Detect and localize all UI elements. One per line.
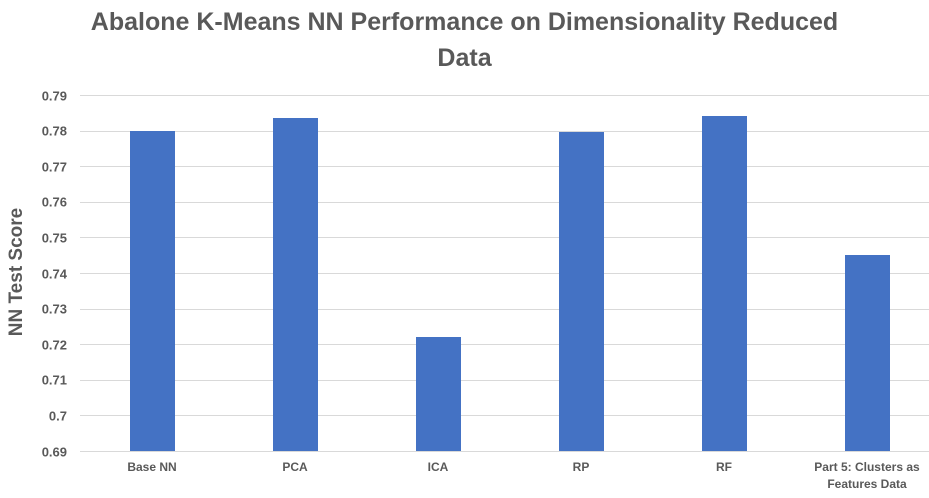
bar-part-5-clusters-as-features-data (844, 255, 890, 451)
x-category-label: PCA (282, 460, 308, 474)
bar-ica (415, 337, 461, 451)
gridline (80, 166, 929, 168)
y-tick-label: 0.73 (41, 301, 67, 317)
x-category-label: Part 5: Clusters as Features Data (814, 460, 920, 492)
gridline (80, 379, 929, 381)
gridline (80, 415, 929, 417)
gridline (80, 130, 929, 132)
y-tick-label: 0.69 (41, 444, 67, 459)
bar-rf (701, 116, 747, 451)
y-tick-label: 0.74 (41, 266, 67, 281)
gridline (80, 273, 929, 274)
bar-rp (558, 132, 604, 451)
y-tick-label: 0.76 (41, 194, 67, 210)
gridline (80, 344, 929, 346)
x-category-label: RP (572, 460, 590, 474)
y-tick-label: 0.78 (41, 123, 67, 139)
x-axis-line (80, 451, 929, 452)
chart-title: Abalone K-Means NN Performance on Dimens… (90, 8, 839, 72)
bar-pca (272, 118, 318, 451)
gridline (80, 308, 929, 310)
y-tick-label: 0.77 (41, 159, 67, 175)
bar-base-nn (129, 130, 175, 451)
gridline (80, 95, 929, 96)
x-category-label: Base NN (127, 460, 177, 474)
y-tick-label: 0.7 (48, 408, 67, 424)
y-tick-label: 0.75 (41, 230, 67, 246)
y-tick-label: 0.71 (41, 372, 67, 388)
x-category-label: ICA (427, 460, 449, 474)
gridline (80, 237, 929, 239)
y-tick-label: 0.72 (41, 337, 67, 353)
x-category-label: RF (716, 460, 732, 474)
y-tick-label: 0.79 (41, 88, 67, 103)
gridline (80, 201, 929, 203)
